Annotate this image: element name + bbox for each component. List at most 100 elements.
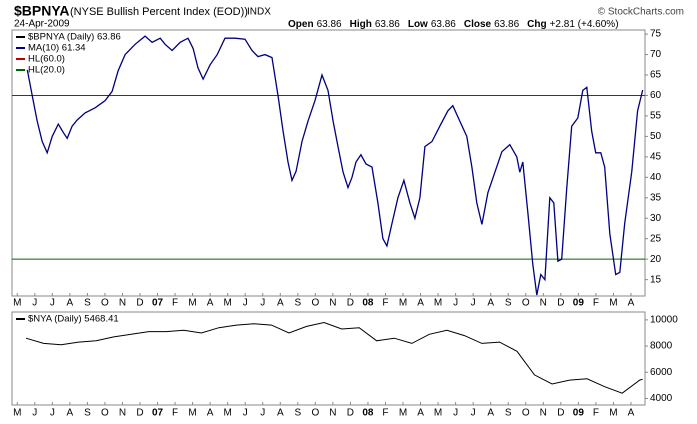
quote-value: 63.86	[317, 19, 342, 30]
quote-value: 63.86	[375, 19, 400, 30]
x-tick-label: A	[207, 408, 214, 419]
x-tick-label: 09	[573, 408, 585, 419]
x-tick-label: F	[593, 408, 599, 419]
x-tick-label: J	[50, 408, 55, 419]
x-tick-label: M	[224, 298, 232, 309]
y-tick-label: 15	[650, 274, 662, 285]
credit: © StockCharts.com	[598, 7, 684, 18]
y-tick-label: 50	[650, 131, 662, 142]
y-tick-label: 55	[650, 111, 662, 122]
y-tick-label: 65	[650, 70, 662, 81]
y-tick-label: 6000	[650, 367, 673, 378]
x-tick-label: M	[224, 408, 232, 419]
x-tick-label: A	[277, 408, 284, 419]
x-tick-label: A	[67, 298, 74, 309]
x-tick-label: 07	[152, 408, 164, 419]
y-tick-label: 10000	[650, 314, 678, 325]
x-tick-label: 08	[362, 298, 374, 309]
quote-label: High	[350, 19, 372, 30]
x-tick-label: S	[84, 408, 91, 419]
x-tick-label: M	[188, 408, 196, 419]
x-tick-label: N	[540, 298, 547, 309]
x-tick-label: F	[593, 298, 599, 309]
x-tick-label: J	[260, 298, 265, 309]
x-tick-label: M	[13, 408, 21, 419]
quote-label: Low	[408, 19, 428, 30]
x-tick-label: J	[453, 298, 458, 309]
x-tick-label: J	[471, 408, 476, 419]
x-tick-label: D	[136, 408, 143, 419]
x-tick-label: D	[136, 298, 143, 309]
x-tick-label: J	[243, 298, 248, 309]
x-tick-label: M	[609, 298, 617, 309]
legend-label: MA(10) 61.34	[28, 43, 86, 54]
x-tick-label: N	[119, 298, 126, 309]
x-tick-label: J	[32, 408, 37, 419]
x-tick-label: M	[434, 298, 442, 309]
legend-label: $NYA (Daily) 5468.41	[28, 314, 119, 325]
y-tick-label: 75	[650, 29, 662, 40]
x-tick-label: J	[260, 408, 265, 419]
x-tick-label: M	[188, 298, 196, 309]
x-tick-label: N	[540, 408, 547, 419]
x-tick-label: J	[471, 298, 476, 309]
series-line	[25, 321, 643, 394]
x-tick-label: A	[67, 408, 74, 419]
subtitle: (NYSE Bullish Percent Index (EOD))	[70, 6, 248, 18]
legend-label: HL(60.0)	[28, 54, 65, 65]
x-tick-label: M	[434, 408, 442, 419]
legend-label: $BPNYA (Daily) 63.86	[28, 32, 121, 43]
x-tick-label: F	[382, 298, 388, 309]
x-tick-label: O	[311, 298, 319, 309]
y-tick-label: 25	[650, 233, 662, 244]
y-tick-label: 40	[650, 172, 662, 183]
x-tick-label: D	[557, 298, 564, 309]
y-tick-label: 70	[650, 49, 662, 60]
x-tick-label: A	[487, 408, 494, 419]
x-tick-label: S	[294, 408, 301, 419]
chart-title: $BPNYA	[14, 3, 70, 19]
x-tick-label: F	[382, 408, 388, 419]
x-tick-label: S	[294, 298, 301, 309]
x-tick-label: S	[84, 298, 91, 309]
x-tick-label: M	[399, 298, 407, 309]
panel-frame	[11, 29, 646, 297]
x-tick-label: J	[243, 408, 248, 419]
y-tick-label: 30	[650, 213, 662, 224]
x-tick-label: D	[557, 408, 564, 419]
x-tick-label: A	[417, 298, 424, 309]
x-tick-label: N	[329, 298, 336, 309]
x-tick-label: J	[50, 298, 55, 309]
x-tick-label: O	[522, 408, 530, 419]
quote-value: 63.86	[431, 19, 456, 30]
x-tick-label: D	[347, 298, 354, 309]
quote-label: Chg	[527, 19, 546, 30]
quote-label: Close	[464, 19, 492, 30]
legend-label: HL(20.0)	[28, 65, 65, 76]
y-tick-label: 8000	[650, 341, 673, 352]
panel-frame	[11, 311, 646, 406]
x-tick-label: A	[487, 298, 494, 309]
x-tick-label: A	[277, 298, 284, 309]
quote-value: +2.81 (+4.60%)	[550, 19, 619, 30]
x-tick-label: N	[119, 408, 126, 419]
y-tick-label: 45	[650, 152, 662, 163]
x-tick-label: F	[172, 298, 178, 309]
x-tick-label: A	[207, 298, 214, 309]
date: 24-Apr-2009	[14, 19, 70, 30]
x-tick-label: 08	[362, 408, 374, 419]
series-line	[26, 35, 644, 296]
quote-value: 63.86	[494, 19, 519, 30]
y-tick-label: 4000	[650, 393, 673, 404]
x-tick-label: 09	[573, 298, 585, 309]
x-tick-label: J	[453, 408, 458, 419]
x-tick-label: S	[505, 408, 512, 419]
x-tick-label: J	[32, 298, 37, 309]
x-tick-label: A	[417, 408, 424, 419]
x-tick-label: O	[522, 298, 530, 309]
x-tick-label: O	[311, 408, 319, 419]
exchange: INDX	[247, 7, 271, 18]
x-tick-label: N	[329, 408, 336, 419]
x-tick-label: M	[609, 408, 617, 419]
